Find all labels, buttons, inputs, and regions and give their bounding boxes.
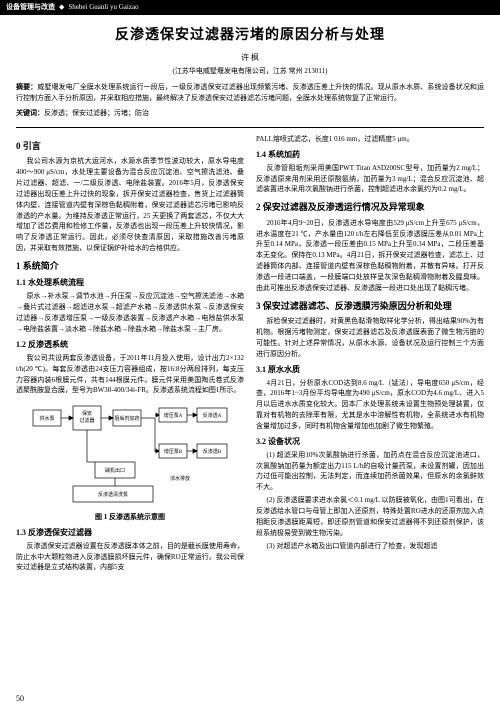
svg-text:保安: 保安 <box>82 410 92 417</box>
section-0-p1: 我公司水源为京杭大运河水，水源水质季节性波动较大，原水导电度400～900 μS… <box>16 156 244 254</box>
figure-1-caption: 图 1 反渗透系统示意图 <box>16 512 244 523</box>
paper-affiliation: (江苏华电威墅堰发电有限公司，江苏 常州 213011) <box>0 66 500 77</box>
abstract: 摘要：威墅堰发电厂全膜水处理系统运行一段后，一级反渗透保安过滤器出现频繁污堵、反… <box>16 82 484 104</box>
section-1-4-p1: 反渗管阻垢剂采用美国PWT Titan ASD200SC型号，加药量为2 mg/… <box>256 163 484 196</box>
paper-title: 反渗透保安过滤器污堵的原因分析与处理 <box>0 25 500 46</box>
section-1-3-p1: 反渗透保安过滤器设置在反渗透膜本体之前，目的是截长膜使用寿命，防止水中大颗粒物进… <box>16 541 244 574</box>
continuation-p: PALL熔喷式滤芯，长度1 016 mm，过滤精度5 μm。 <box>256 134 484 145</box>
svg-text:反渗透A: 反渗透A <box>203 412 222 419</box>
flowchart-diagram: 供水泵 保安 过滤器 阻垢剂加药 增压泵A 增压泵B <box>25 400 235 510</box>
svg-text:增压泵B: 增压泵B <box>164 448 183 455</box>
section-1-2-p1: 我公司共设两套反渗透设备，于2011年11月投入使用，设计出力2×132 t/h… <box>16 353 244 396</box>
svg-text:阻垢剂加药: 阻垢剂加药 <box>114 415 139 422</box>
svg-text:反渗透清洗泵: 反渗透清洗泵 <box>98 491 128 498</box>
section-1-1-title: 1.1 水处理系统流程 <box>16 277 244 289</box>
section-3-p1: 拆检保安过滤器时，对黄黑色黏滑物取样化学分析，得出结果90%为有机物。根据污堵物… <box>256 316 484 359</box>
svg-text:浓水排放: 浓水排放 <box>170 475 190 482</box>
section-zh: 设备管理与改造 <box>6 2 55 13</box>
section-1-3-title: 1.3 反渗透保安过滤器 <box>16 527 244 539</box>
divider <box>16 127 484 128</box>
section-header: 设备管理与改造 ◆ Shebei Guanli yu Gaizao <box>0 0 500 15</box>
section-3-title: 3 保安过滤器滤芯、反渗透膜污染原因分析和处理 <box>256 300 484 314</box>
right-column: PALL熔喷式滤芯，长度1 016 mm，过滤精度5 μm。 1.4 系统加药 … <box>256 134 484 575</box>
section-1-2-title: 1.2 反渗透系统 <box>16 339 244 351</box>
left-column: 0 引言 我公司水源为京杭大运河水，水源水质季节性波动较大，原水导电度400～9… <box>16 134 244 575</box>
svg-text:碱机出口: 碱机出口 <box>105 467 125 474</box>
figure-1: 供水泵 保安 过滤器 阻垢剂加药 增压泵A 增压泵B <box>16 400 244 523</box>
section-3-2-p2: (2) 反渗透膜要求进水余氯＜0.1 mg/L 以防膜被氧化，由图1可看出，在反… <box>256 495 484 538</box>
section-3-2-p3: (3) 对超滤产水箱及出口管道内部进行了检查，发现超滤 <box>256 541 484 552</box>
keywords: 关键词：反渗透；保安过滤器；污堵；防治 <box>16 108 484 119</box>
page-number: 50 <box>16 693 24 705</box>
svg-text:过滤器: 过滤器 <box>79 417 94 424</box>
section-3-1-title: 3.1 原水水质 <box>256 364 484 376</box>
keywords-text: 反渗透；保安过滤器；污堵；防治 <box>44 109 149 117</box>
abstract-label: 摘要： <box>16 83 37 91</box>
section-2-title: 2 保安过滤器及反渗透运行情况及异常现象 <box>256 201 484 215</box>
fig-label: 供水泵 <box>39 415 54 422</box>
section-pinyin: Shebei Guanli yu Gaizao <box>68 2 138 13</box>
section-sep: ◆ <box>59 2 64 13</box>
abstract-text: 威墅堰发电厂全膜水处理系统运行一段后，一级反渗透保安过滤器出现频繁污堵、反渗透压… <box>16 83 484 102</box>
section-3-2-p1: (1) 超滤采用10%次氯酸钠进行杀菌，加药点在混合反应沉淀池进口，次氯酸钠加药… <box>256 450 484 493</box>
section-1-title: 1 系统简介 <box>16 260 244 274</box>
section-3-1-p1: 4月21日，分析原水COD达到8.6 mg/L（锰法），导电度650 μS/cm… <box>256 378 484 432</box>
paper-author: 许 枫 <box>0 52 500 64</box>
svg-text:反渗透B: 反渗透B <box>203 448 222 455</box>
section-1-1-p1: 原水→补水泵→调节水池→升压泵→反应沉淀池→空气擦洗滤池→水箱→叠片式过滤器→超… <box>16 291 244 334</box>
section-3-2-title: 3.2 设备状况 <box>256 436 484 448</box>
section-1-4-title: 1.4 系统加药 <box>256 149 484 161</box>
svg-text:增压泵A: 增压泵A <box>164 412 183 419</box>
section-2-p1: 2016年4月9~20日，反渗透进水导电度由529 μS/cm上升至675 μS… <box>256 218 484 294</box>
section-0-title: 0 引言 <box>16 140 244 154</box>
columns: 0 引言 我公司水源为京杭大运河水，水源水质季节性波动较大，原水导电度400～9… <box>0 134 500 575</box>
keywords-label: 关键词： <box>16 109 44 117</box>
